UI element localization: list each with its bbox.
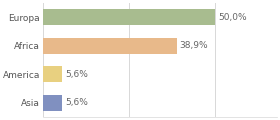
Text: 50,0%: 50,0% <box>218 13 247 22</box>
Text: 5,6%: 5,6% <box>65 70 88 79</box>
Text: 5,6%: 5,6% <box>65 98 88 107</box>
Bar <box>43 38 177 54</box>
Text: 38,9%: 38,9% <box>180 41 208 50</box>
Bar <box>43 95 62 111</box>
Bar <box>43 66 62 82</box>
Bar <box>43 9 215 25</box>
